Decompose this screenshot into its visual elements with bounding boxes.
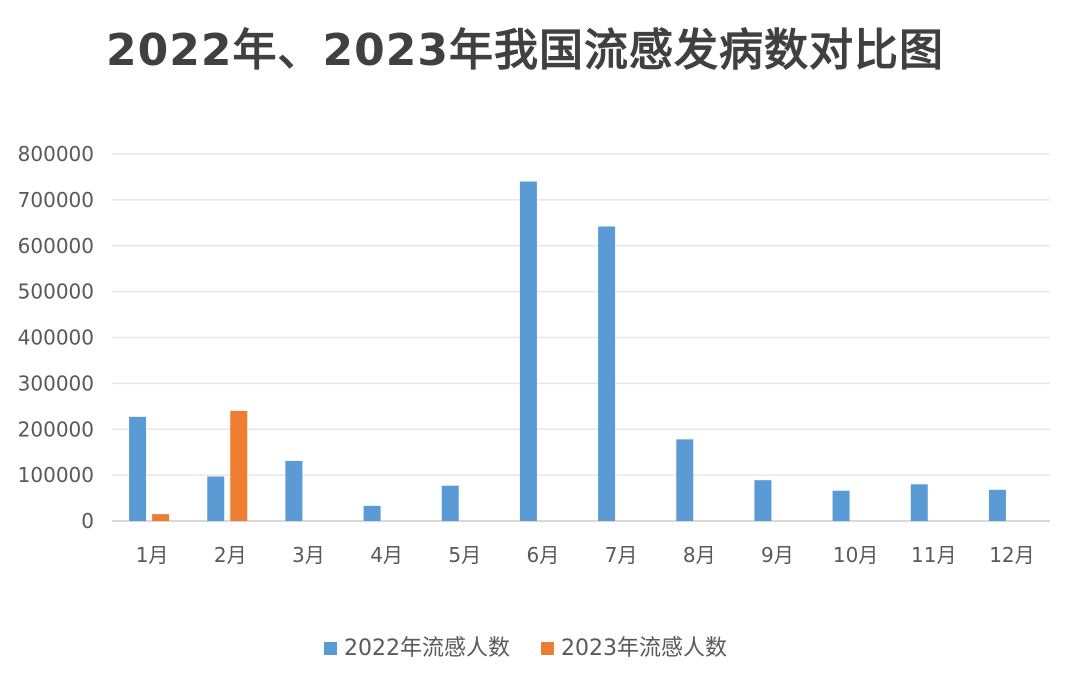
legend-label: 2023年流感人数	[561, 636, 727, 661]
x-tick-label: 11月	[911, 543, 956, 567]
y-axis-ticks: 0 100000 200000 300000 400000 500000 600000 700…	[18, 142, 94, 533]
legend-swatch	[324, 642, 337, 655]
bar-series1-10	[832, 490, 850, 521]
y-tick-label: 400000	[18, 326, 94, 350]
x-tick-label: 5月	[448, 543, 481, 567]
legend-swatch	[541, 642, 554, 655]
y-tick-label: 700000	[18, 188, 94, 212]
bar-series1-8	[676, 439, 694, 521]
bar-series1-4	[363, 505, 381, 521]
x-tick-label: 1月	[136, 543, 169, 567]
y-tick-label: 200000	[18, 417, 94, 441]
bar-series1-5	[441, 485, 459, 521]
y-tick-label: 800000	[18, 142, 94, 166]
bar-series1-11	[910, 484, 928, 521]
x-tick-label: 8月	[683, 543, 716, 567]
bar-series1-9	[754, 480, 772, 521]
chart-title: 2022年、2023年我国流感发病数对比图	[106, 25, 944, 76]
x-tick-label: 3月	[292, 543, 325, 567]
x-tick-label: 10月	[833, 543, 878, 567]
bar-series1-12	[988, 489, 1006, 521]
bar-series1-1	[129, 416, 147, 521]
legend: 2022年流感人数 2023年流感人数	[324, 636, 727, 661]
y-tick-label: 100000	[18, 463, 94, 487]
y-tick-label: 600000	[18, 234, 94, 258]
bar-series1-7	[598, 226, 616, 522]
x-tick-label: 4月	[370, 543, 403, 567]
x-tick-label: 6月	[527, 543, 560, 567]
bar-series2-2	[230, 410, 248, 521]
x-axis-ticks: 1月 2月 3月 4月 5月 6月 7月 8月 9月 10月 11月 12月	[136, 543, 1035, 567]
bar-series1-2	[207, 476, 225, 521]
y-tick-label: 500000	[18, 280, 94, 304]
x-tick-label: 2月	[214, 543, 247, 567]
y-tick-label: 0	[81, 509, 94, 533]
bar-series1-3	[285, 460, 303, 521]
legend-label: 2022年流感人数	[344, 636, 510, 661]
bars	[129, 181, 1006, 522]
bar-series1-6	[519, 181, 537, 521]
x-tick-label: 12月	[989, 543, 1034, 567]
x-tick-label: 9月	[761, 543, 794, 567]
gridlines	[112, 153, 1050, 522]
bar-series2-1	[152, 514, 170, 521]
y-tick-label: 300000	[18, 371, 94, 395]
x-tick-label: 7月	[605, 543, 638, 567]
